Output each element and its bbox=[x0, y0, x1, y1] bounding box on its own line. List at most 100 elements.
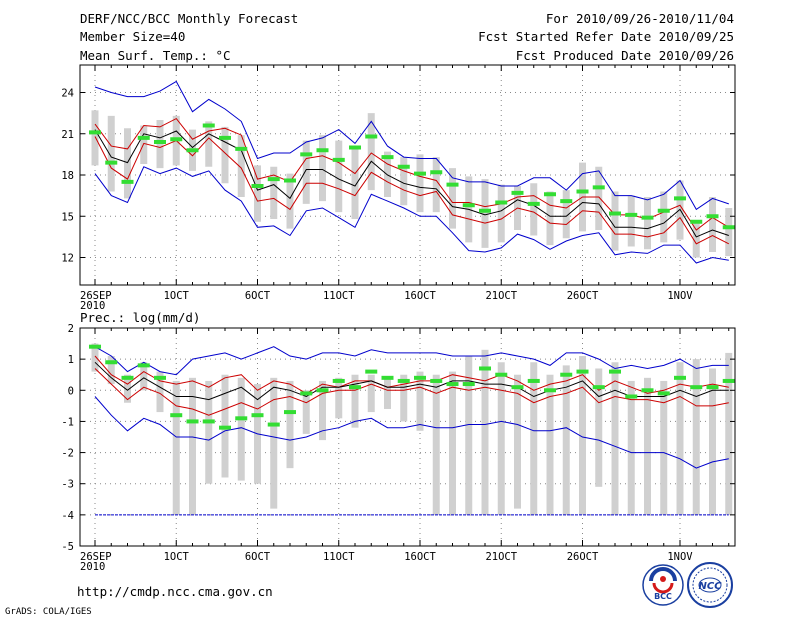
temp-obs-mark bbox=[560, 199, 573, 204]
prec-obs-mark bbox=[657, 391, 670, 396]
prec-obs-mark bbox=[560, 372, 573, 377]
grads-credit: GrADS: COLA/IGES bbox=[5, 607, 92, 617]
prec-obs-mark bbox=[674, 375, 686, 380]
prec-box bbox=[546, 374, 554, 515]
prec-obs-mark bbox=[625, 394, 638, 399]
prec-obs-mark bbox=[544, 388, 556, 393]
temp-box bbox=[205, 121, 213, 167]
prec-xtick-label: 1NOV bbox=[667, 551, 693, 563]
temp-box bbox=[627, 195, 635, 247]
prec-obs-mark bbox=[365, 369, 378, 374]
temp-xtick-label: 21OCT bbox=[485, 290, 517, 302]
temp-box bbox=[367, 113, 375, 191]
prec-panel-frame bbox=[79, 327, 736, 547]
bcc-logo-text: BCC bbox=[654, 592, 672, 601]
prec-box bbox=[156, 371, 164, 413]
temp-line-max bbox=[94, 80, 729, 211]
temp-box bbox=[546, 191, 554, 246]
prec-panel-ylabel: Prec.: log(mm/d) bbox=[80, 310, 200, 325]
temp-xtick-label: 11OCT bbox=[323, 290, 355, 302]
temp-obs-mark bbox=[609, 211, 621, 216]
prec-box bbox=[400, 374, 408, 422]
temp-obs-mark bbox=[641, 215, 654, 220]
temp-box bbox=[530, 183, 538, 236]
temp-box bbox=[384, 151, 391, 197]
prec-obs-mark bbox=[592, 385, 605, 390]
prec-obs-mark bbox=[527, 378, 540, 383]
temp-obs-mark bbox=[495, 200, 508, 205]
prec-ytick-label: -3 bbox=[61, 479, 74, 491]
temp-box bbox=[644, 197, 651, 250]
prec-box bbox=[91, 343, 99, 372]
temp-xtick-label: 26SEP bbox=[80, 290, 112, 302]
prec-obs-mark bbox=[137, 363, 150, 368]
prec-line-min bbox=[94, 396, 729, 469]
temp-box bbox=[302, 140, 310, 204]
temp-obs-mark bbox=[511, 190, 524, 195]
fcst-produced-date: Fcst Produced Date 2010/09/26 bbox=[516, 48, 734, 63]
temp-obs-mark bbox=[284, 178, 296, 183]
prec-xtick-label: 26SEP bbox=[80, 551, 112, 563]
prec-boxes bbox=[91, 343, 733, 515]
temp-obs-mark bbox=[397, 164, 410, 169]
prec-ytick-label: -1 bbox=[61, 416, 74, 428]
temp-obs-mark bbox=[527, 201, 540, 206]
temp-box bbox=[416, 154, 424, 213]
temp-obs-mark bbox=[300, 152, 313, 157]
temp-box bbox=[709, 197, 716, 252]
prec-ytick-label: 0 bbox=[68, 385, 74, 397]
prec-box bbox=[660, 380, 668, 515]
temp-obs-mark bbox=[202, 123, 215, 128]
prec-obs-mark bbox=[381, 375, 394, 380]
temp-year-label: 2010 bbox=[80, 300, 105, 312]
prec-year-label: 2010 bbox=[80, 561, 105, 573]
temp-obs-mark bbox=[186, 148, 199, 153]
prec-line-max bbox=[94, 346, 729, 376]
prec-box bbox=[465, 356, 473, 515]
temp-obs-mark bbox=[657, 208, 670, 213]
temp-obs-mark bbox=[381, 155, 394, 160]
fcst-started-date: Fcst Started Refer Date 2010/09/25 bbox=[478, 29, 734, 44]
temp-obs-mark bbox=[430, 170, 443, 175]
temp-obs-mark bbox=[267, 177, 280, 182]
temp-obs bbox=[89, 123, 735, 230]
temp-box bbox=[156, 120, 164, 169]
temp-axes: 12 15 18 21 24 26SEP 1OCT 6OCT 11OCT 16OCT 21OCT 26… bbox=[61, 65, 735, 312]
prec-box bbox=[286, 380, 294, 469]
temp-box bbox=[140, 125, 148, 164]
prec-obs-mark bbox=[89, 344, 101, 349]
prec-box bbox=[676, 362, 684, 515]
prec-box bbox=[237, 377, 245, 481]
forecast-period: For 2010/09/26-2010/11/04 bbox=[546, 11, 734, 26]
footer-url[interactable]: http://cmdp.ncc.cma.gov.cn bbox=[77, 584, 273, 599]
prec-xtick-label: 26OCT bbox=[567, 551, 599, 563]
temp-box bbox=[400, 157, 408, 206]
prec-obs-mark bbox=[154, 375, 166, 380]
member-size: Member Size=40 bbox=[80, 29, 185, 44]
temp-obs-mark bbox=[592, 185, 605, 190]
temp-box bbox=[91, 110, 99, 166]
prec-box bbox=[562, 365, 570, 515]
prec-obs-mark bbox=[332, 378, 345, 383]
prec-box bbox=[302, 390, 310, 434]
temp-xtick-label: 26OCT bbox=[567, 290, 599, 302]
temp-obs-mark bbox=[674, 196, 686, 201]
temp-box bbox=[335, 140, 343, 213]
prec-obs-mark bbox=[430, 378, 443, 383]
prec-obs-mark bbox=[576, 369, 589, 374]
temp-xtick-label: 16OCT bbox=[404, 290, 436, 302]
prec-box bbox=[367, 374, 375, 413]
prec-box bbox=[124, 374, 131, 403]
temp-obs-mark bbox=[235, 146, 248, 151]
temp-xtick-label: 1NOV bbox=[667, 290, 693, 302]
temp-obs-mark bbox=[219, 135, 231, 140]
prec-obs-mark bbox=[479, 366, 491, 371]
prec-obs-mark bbox=[722, 378, 735, 383]
bcc-logo: BCC bbox=[642, 564, 684, 606]
temp-lines bbox=[94, 80, 730, 264]
prec-box bbox=[530, 362, 538, 515]
prec-box bbox=[416, 371, 424, 431]
temp-box bbox=[286, 173, 294, 229]
prec-obs-mark bbox=[414, 375, 426, 380]
temp-line-mean bbox=[94, 129, 729, 238]
